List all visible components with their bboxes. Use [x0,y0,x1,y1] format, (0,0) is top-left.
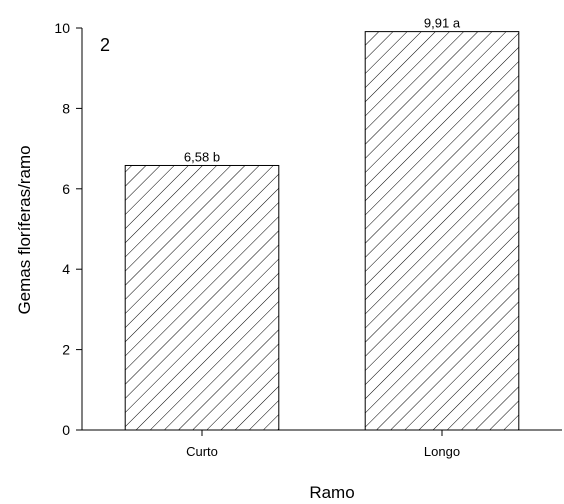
x-ticks: Curto Longo [186,430,460,459]
bar-longo [364,31,520,431]
bar-value-label: 9,91 a [424,16,461,31]
bar-labels: 6,58 b 9,91 a [184,16,461,165]
bars [124,31,520,431]
x-tick-label: Longo [424,444,460,459]
y-tick-label: 0 [62,422,70,438]
y-ticks: 0 2 4 6 8 10 [54,20,82,438]
y-tick-label: 10 [54,20,70,36]
x-axis-title: Ramo [309,483,354,502]
y-tick-label: 8 [62,100,70,116]
y-tick-label: 2 [62,342,70,358]
panel-label: 2 [100,35,110,55]
bar-curto [124,164,280,431]
x-tick-label: Curto [186,444,218,459]
y-tick-label: 6 [62,181,70,197]
bar-value-label: 6,58 b [184,149,220,164]
y-tick-label: 4 [62,261,70,277]
y-axis-title: Gemas floríferas/ramo [15,145,34,314]
plot-area: 6,58 b 9,91 a 0 2 4 6 8 10 Curto Longo [54,16,562,459]
